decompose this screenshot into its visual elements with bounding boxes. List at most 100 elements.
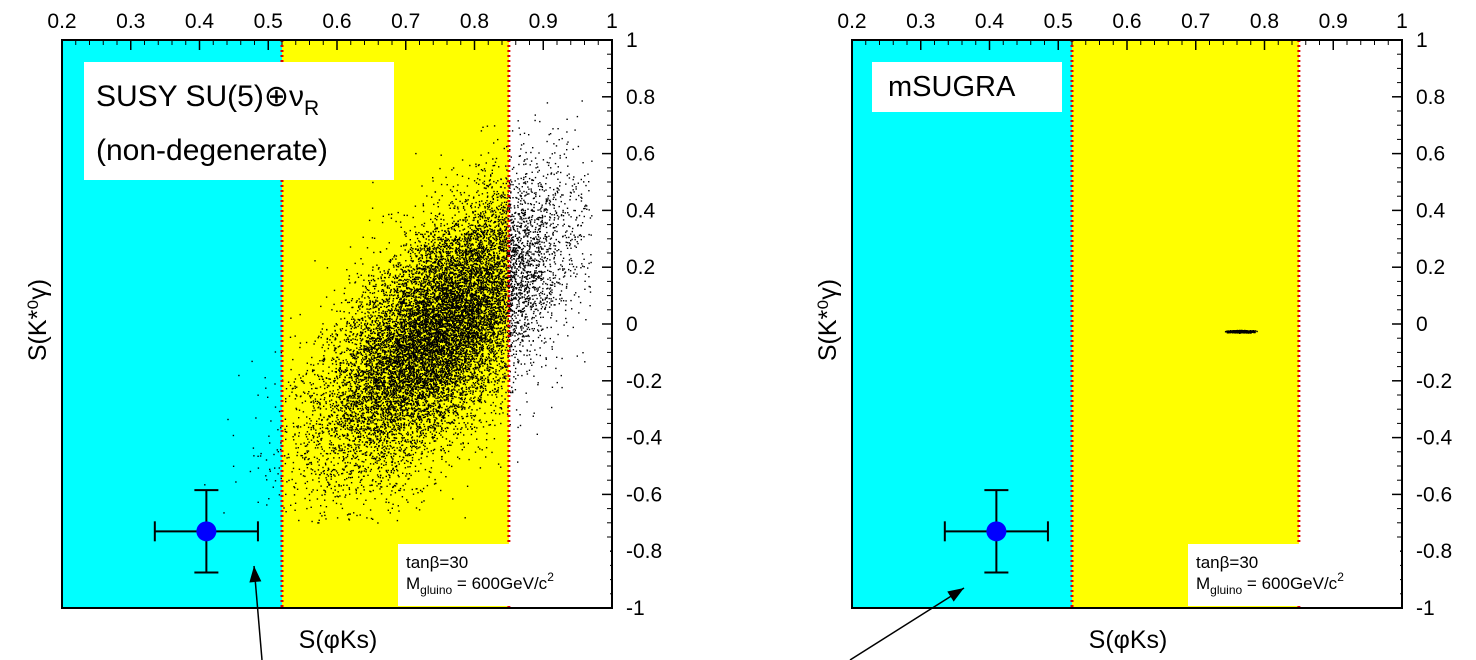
scatter-point <box>375 357 377 359</box>
scatter-point <box>430 277 432 279</box>
scatter-point <box>445 395 447 397</box>
scatter-point <box>545 189 547 191</box>
scatter-point <box>431 296 434 299</box>
scatter-point <box>532 197 535 200</box>
scatter-point <box>418 252 420 254</box>
scatter-point <box>440 419 443 421</box>
scatter-point <box>414 362 416 365</box>
scatter-point <box>342 359 344 362</box>
scatter-point <box>376 381 378 383</box>
scatter-point <box>286 431 288 433</box>
scatter-point <box>561 265 563 268</box>
scatter-point <box>338 450 340 452</box>
scatter-point <box>441 265 443 267</box>
scatter-point <box>479 467 482 469</box>
scatter-point <box>327 384 329 387</box>
scatter-point <box>484 210 487 212</box>
scatter-point <box>485 225 488 227</box>
scatter-point <box>416 322 419 324</box>
scatter-point <box>399 366 401 368</box>
scatter-point <box>473 281 476 283</box>
scatter-point <box>369 454 371 457</box>
scatter-point <box>257 455 259 457</box>
scatter-point <box>557 218 559 220</box>
scatter-point <box>362 349 365 351</box>
scatter-point <box>390 260 392 262</box>
scatter-point <box>459 244 461 246</box>
scatter-point <box>477 291 480 294</box>
scatter-point <box>435 281 438 283</box>
scatter-point <box>450 336 452 339</box>
scatter-point <box>472 211 475 213</box>
scatter-point <box>480 244 482 246</box>
scatter-point <box>387 337 390 339</box>
scatter-point <box>521 283 523 285</box>
scatter-point <box>358 374 360 377</box>
scatter-point <box>492 293 494 296</box>
scatter-point <box>510 237 513 239</box>
scatter-point <box>356 393 359 395</box>
scatter-point <box>392 298 395 300</box>
scatter-point <box>386 448 388 450</box>
scatter-point <box>499 211 501 214</box>
scatter-point <box>414 421 416 423</box>
scatter-point <box>369 416 371 418</box>
scatter-point <box>427 348 429 351</box>
scatter-point <box>341 407 343 409</box>
scatter-point <box>359 420 361 422</box>
scatter-point <box>344 412 346 414</box>
scatter-point <box>453 331 455 333</box>
scatter-point <box>460 310 462 312</box>
scatter-point <box>331 333 333 335</box>
scatter-point <box>333 289 336 292</box>
scatter-point <box>388 395 391 397</box>
scatter-point <box>434 392 436 394</box>
scatter-point <box>396 346 398 348</box>
scatter-point <box>373 355 375 357</box>
scatter-point <box>397 348 399 350</box>
scatter-point <box>476 333 478 335</box>
scatter-point <box>584 205 586 207</box>
scatter-point <box>431 324 433 326</box>
scatter-point <box>385 417 387 420</box>
scatter-point <box>306 369 309 372</box>
scatter-point <box>524 363 526 365</box>
scatter-point <box>382 415 385 417</box>
scatter-point <box>376 371 379 373</box>
scatter-point <box>399 345 402 347</box>
scatter-point <box>467 232 469 234</box>
scatter-point <box>494 278 496 281</box>
scatter-point <box>376 419 379 422</box>
scatter-point <box>350 429 352 431</box>
scatter-point <box>509 272 511 274</box>
scatter-point <box>501 319 503 322</box>
scatter-point <box>570 233 572 235</box>
scatter-point <box>538 254 540 257</box>
scatter-point <box>292 467 295 470</box>
scatter-point <box>549 337 551 340</box>
scatter-point <box>455 250 458 253</box>
scatter-point <box>432 280 434 283</box>
scatter-point <box>423 410 425 412</box>
scatter-point <box>409 383 412 386</box>
scatter-point <box>503 248 505 250</box>
scatter-point <box>435 265 437 268</box>
scatter-point <box>493 391 495 393</box>
scatter-point <box>436 263 439 265</box>
scatter-point <box>421 358 424 360</box>
scatter-point <box>257 467 260 469</box>
scatter-point <box>380 361 382 364</box>
scatter-point <box>394 356 396 358</box>
scatter-point <box>525 232 527 235</box>
scatter-point <box>380 416 382 418</box>
scatter-point <box>329 452 332 455</box>
scatter-point <box>364 285 367 288</box>
scatter-point <box>367 377 370 379</box>
scatter-point <box>416 237 419 240</box>
scatter-point <box>449 260 452 262</box>
scatter-point <box>353 381 355 383</box>
scatter-point <box>384 344 386 347</box>
scatter-point <box>403 399 405 402</box>
scatter-point <box>489 288 491 290</box>
scatter-point <box>435 384 437 386</box>
